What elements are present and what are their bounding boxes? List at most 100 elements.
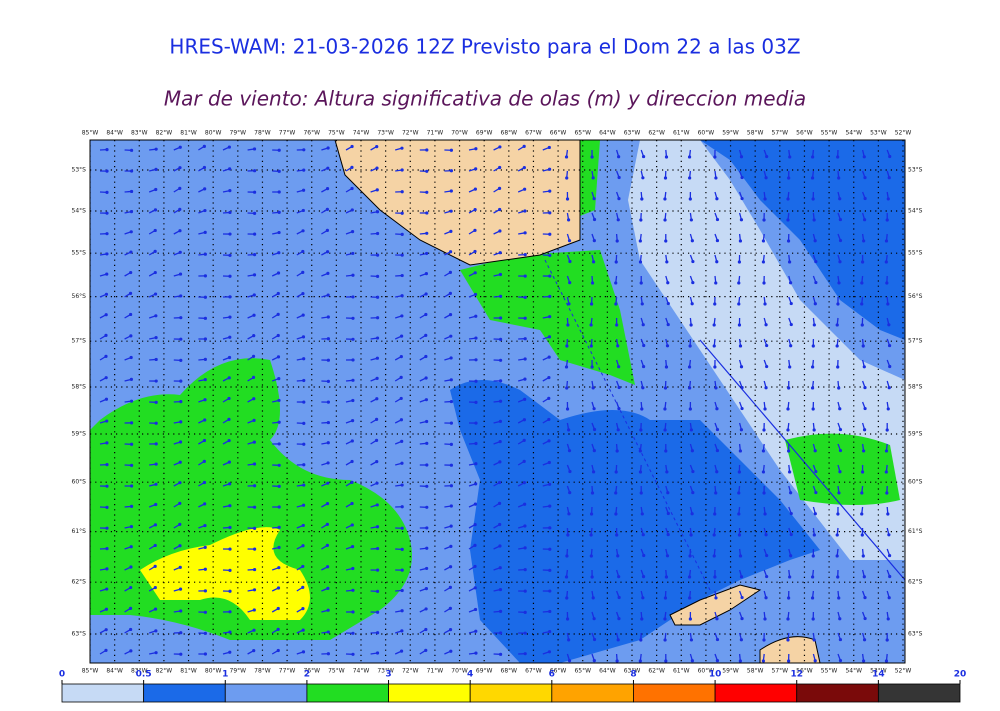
wave-arrow-head (839, 239, 842, 242)
wave-arrow-head (615, 323, 618, 326)
wave-arrow-head (593, 218, 596, 221)
wave-arrow-head (863, 386, 866, 389)
wave-arrow-head (689, 197, 692, 200)
lon-label: 69°W (476, 130, 493, 137)
wave-arrow-head (592, 386, 595, 389)
wave-arrow-head (130, 149, 133, 152)
wave-arrow-head (811, 596, 814, 599)
wave-arrow-head (524, 546, 527, 549)
wave-arrow-head (886, 428, 889, 431)
wave-arrow-head (203, 460, 206, 463)
wave-arrow-head (524, 652, 527, 655)
wave-arrow-head (548, 233, 551, 236)
wave-arrow-head (228, 376, 231, 379)
wave-arrow-head (762, 281, 765, 284)
wave-arrow-head (663, 428, 666, 431)
wave-arrow-head (253, 293, 256, 296)
wave-arrow-head (565, 155, 568, 158)
wave-arrow-head (786, 407, 789, 410)
wave-arrow-head (228, 439, 231, 442)
wave-arrow-head (228, 232, 231, 235)
wave-arrow-head (449, 650, 452, 653)
wave-arrow-head (641, 596, 644, 599)
wave-arrow-head (764, 596, 767, 599)
wave-arrow-head (252, 649, 255, 652)
colorbar-tick-label: 10 (709, 670, 722, 680)
wave-arrow-head (302, 629, 305, 632)
wave-arrow-head (886, 302, 889, 305)
wave-arrow-head (154, 250, 157, 253)
wave-arrow-head (204, 632, 207, 635)
wave-arrow-head (787, 449, 790, 452)
lat-label: 57°S (72, 338, 87, 345)
wave-arrow-head (105, 587, 108, 590)
wave-arrow-head (738, 533, 741, 536)
wave-arrow-head (351, 399, 354, 402)
wave-arrow-head (715, 407, 718, 410)
wave-arrow-head (302, 650, 305, 653)
wave-arrow-head (740, 386, 743, 389)
wave-arrow-head (565, 344, 568, 347)
wave-arrow-head (376, 590, 379, 593)
wave-arrow-head (715, 617, 718, 620)
wave-arrow-head (228, 461, 231, 464)
wave-arrow-head (130, 169, 133, 172)
wave-arrow-head (425, 398, 428, 401)
wave-arrow-head (499, 295, 502, 298)
wave-arrow-head (524, 231, 527, 234)
wave-arrow-head (278, 421, 281, 424)
wave-arrow-head (886, 512, 889, 515)
wave-arrow-head (592, 407, 595, 410)
wave-arrow-head (376, 275, 379, 278)
wave-arrow-head (617, 197, 620, 200)
wave-arrow-head (715, 470, 718, 473)
wave-arrow-head (690, 428, 693, 431)
wave-arrow-head (327, 315, 330, 318)
lon-label: 80°W (205, 130, 222, 137)
wave-arrow-head (548, 610, 551, 613)
lat-label: 56°S (908, 293, 923, 300)
wave-arrow-head (278, 442, 281, 445)
wave-arrow-head (327, 359, 330, 362)
lat-label: 54°S (908, 208, 923, 215)
wave-arrow-head (302, 209, 305, 212)
wave-arrow-head (666, 281, 669, 284)
wave-arrow-head (667, 302, 670, 305)
lon-label: 70°W (451, 130, 468, 137)
wave-arrow-head (523, 188, 526, 191)
wave-arrow-head (400, 335, 403, 338)
wave-arrow-head (765, 155, 768, 158)
wave-arrow-head (860, 281, 863, 284)
wave-arrow-head (592, 176, 595, 179)
wave-arrow-head (639, 659, 642, 662)
wave-arrow-head (837, 281, 840, 284)
lon-label: 61°W (673, 130, 690, 137)
wave-arrow-head (639, 428, 642, 431)
wave-arrow-head (130, 190, 133, 193)
wave-arrow-head (400, 650, 403, 653)
wave-arrow-head (523, 145, 526, 148)
wave-arrow-head (253, 588, 256, 591)
colorbar-tick-label: 4 (467, 670, 473, 680)
wave-arrow-head (713, 512, 716, 515)
wave-arrow-head (616, 659, 619, 662)
wave-arrow-head (860, 512, 863, 515)
wave-arrow-head (449, 230, 452, 233)
wave-arrow-head (450, 484, 453, 487)
wave-arrow-head (568, 281, 571, 284)
wave-arrow-head (789, 554, 792, 557)
wave-arrow-head (253, 548, 256, 551)
wave-arrow-head (301, 586, 304, 589)
wave-arrow-head (862, 239, 865, 242)
wave-arrow-head (523, 460, 526, 463)
wave-arrow-head (450, 169, 453, 172)
wave-arrow-head (401, 212, 404, 215)
wave-arrow-head (716, 659, 719, 662)
wave-arrow-head (474, 188, 477, 191)
wave-arrow-head (228, 254, 231, 257)
wave-arrow-head (302, 148, 305, 151)
wave-arrow-head (813, 638, 816, 641)
wave-arrow-head (762, 659, 765, 662)
wave-arrow-head (765, 575, 768, 578)
wave-arrow-head (524, 253, 527, 256)
